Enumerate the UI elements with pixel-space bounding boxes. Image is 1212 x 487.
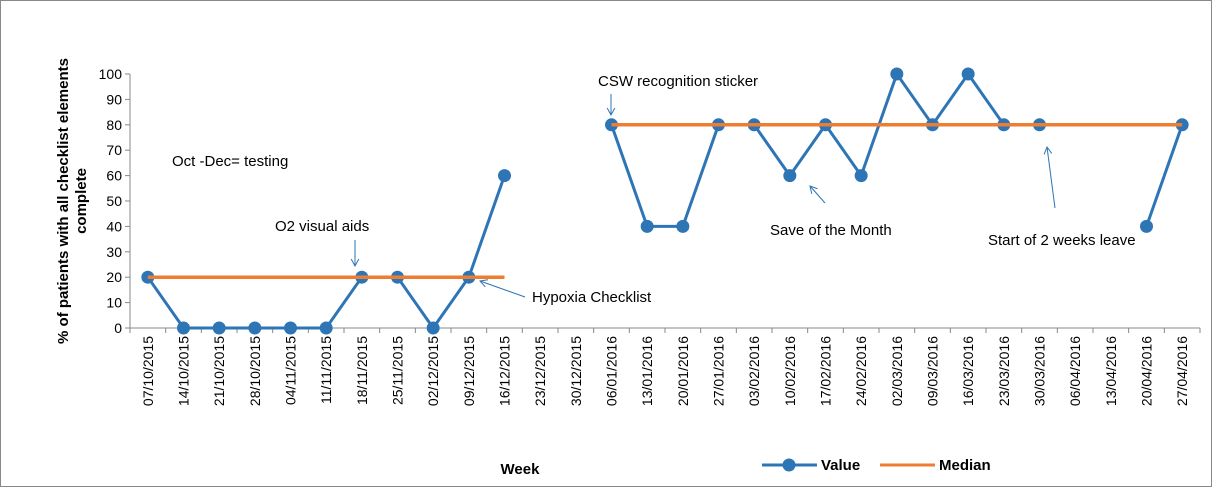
x-tick-label: 25/11/2015 bbox=[390, 336, 406, 405]
annotation-arrowhead bbox=[809, 185, 818, 194]
annotation-arrowhead bbox=[479, 279, 488, 288]
x-tick-label: 30/12/2015 bbox=[568, 336, 584, 406]
value-point bbox=[854, 169, 868, 183]
x-tick-label: 27/01/2016 bbox=[711, 336, 727, 406]
y-tick-label: 30 bbox=[106, 244, 122, 260]
x-tick-label: 09/12/2015 bbox=[461, 336, 477, 406]
y-tick-label: 90 bbox=[106, 91, 122, 107]
x-tick-label: 13/01/2016 bbox=[639, 336, 655, 406]
x-tick-label: 24/02/2016 bbox=[853, 336, 869, 406]
y-axis-label: % of patients with all checklist element… bbox=[55, 58, 90, 344]
x-tick-label: 02/03/2016 bbox=[889, 336, 905, 406]
x-tick-label: 18/11/2015 bbox=[354, 336, 370, 405]
value-point bbox=[248, 321, 262, 335]
x-tick-label: 11/11/2015 bbox=[318, 336, 334, 404]
x-tick-label: 04/11/2015 bbox=[283, 336, 299, 405]
annotation-arrowhead bbox=[350, 258, 360, 268]
y-tick-label: 0 bbox=[114, 320, 122, 336]
annotation-arrow bbox=[1046, 146, 1056, 209]
y-tick-label: 10 bbox=[106, 295, 122, 311]
y-axis-label-line: complete bbox=[73, 168, 90, 234]
x-tick-label: 23/03/2016 bbox=[996, 336, 1012, 406]
annotation: O2 visual aids bbox=[275, 218, 369, 235]
y-axis-label-line: % of patients with all checklist element… bbox=[55, 58, 72, 344]
x-tick-label: 27/04/2016 bbox=[1174, 336, 1190, 406]
x-tick-label: 10/02/2016 bbox=[782, 336, 798, 406]
y-tick-label: 60 bbox=[106, 168, 122, 184]
x-tick-label: 09/03/2016 bbox=[925, 336, 941, 406]
annotation: Oct -Dec= testing bbox=[172, 153, 288, 170]
y-tick-label: 20 bbox=[106, 269, 122, 285]
x-tick-label: 28/10/2015 bbox=[247, 336, 263, 406]
x-tick-label: 17/02/2016 bbox=[818, 336, 834, 406]
value-point bbox=[890, 67, 904, 81]
x-tick-label: 20/04/2016 bbox=[1139, 336, 1155, 406]
x-tick-label: 06/04/2016 bbox=[1067, 336, 1083, 406]
value-point bbox=[319, 321, 333, 335]
y-tick-label: 100 bbox=[99, 66, 123, 82]
annotation-arrow bbox=[809, 185, 826, 204]
annotation-arrowhead bbox=[606, 107, 616, 117]
x-tick-label: 14/10/2015 bbox=[176, 336, 192, 406]
value-point bbox=[640, 219, 654, 233]
value-line bbox=[1145, 124, 1184, 227]
value-point bbox=[1140, 219, 1153, 233]
x-axis-label: Week bbox=[501, 461, 541, 478]
annotation: Start of 2 weeks leave bbox=[988, 232, 1136, 249]
x-tick-label: 16/03/2016 bbox=[960, 336, 976, 406]
value-point bbox=[212, 321, 226, 335]
x-tick-label: 21/10/2015 bbox=[211, 336, 227, 406]
x-tick-label: 03/02/2016 bbox=[746, 336, 762, 406]
value-point bbox=[783, 169, 797, 183]
annotation: CSW recognition sticker bbox=[598, 73, 758, 90]
y-tick-label: 50 bbox=[106, 193, 122, 209]
x-tick-label: 02/12/2015 bbox=[425, 336, 441, 406]
y-tick-label: 40 bbox=[106, 218, 122, 234]
legend-label: Value bbox=[821, 457, 860, 474]
x-tick-label: 30/03/2016 bbox=[1032, 336, 1048, 406]
x-tick-label: 07/10/2015 bbox=[140, 336, 156, 406]
y-tick-label: 80 bbox=[106, 117, 122, 133]
value-point bbox=[498, 169, 511, 183]
value-point bbox=[426, 321, 440, 335]
x-tick-label: 23/12/2015 bbox=[532, 336, 548, 406]
x-tick-label: 13/04/2016 bbox=[1103, 336, 1119, 406]
annotation-arrow bbox=[479, 280, 526, 298]
value-point bbox=[676, 219, 690, 233]
y-tick-label: 70 bbox=[106, 142, 122, 158]
value-point bbox=[284, 321, 297, 335]
value-point bbox=[177, 321, 190, 335]
x-tick-label: 16/12/2015 bbox=[497, 336, 513, 406]
value-point bbox=[961, 67, 975, 81]
annotation: Save of the Month bbox=[770, 222, 892, 239]
annotation-arrowhead bbox=[1043, 145, 1053, 155]
x-tick-label: 20/01/2016 bbox=[675, 336, 691, 406]
annotation: Hypoxia Checklist bbox=[532, 289, 652, 306]
legend-label: Median bbox=[939, 457, 991, 474]
x-tick-label: 06/01/2016 bbox=[604, 336, 620, 406]
legend-marker bbox=[782, 458, 796, 472]
